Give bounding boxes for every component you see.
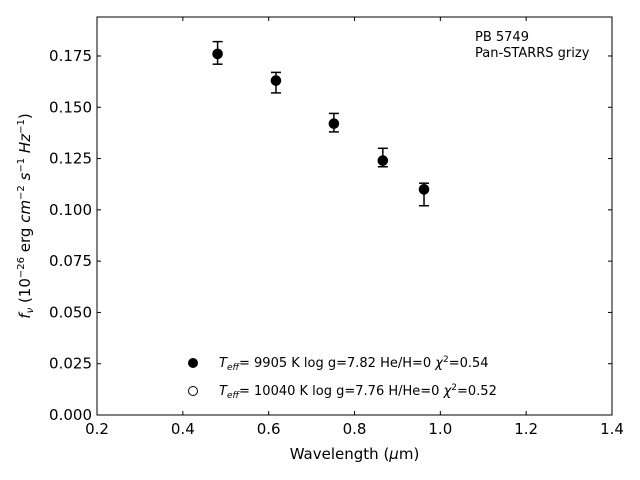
error-bars	[212, 40, 430, 207]
y-tick-label: 0.125	[49, 150, 92, 168]
legend: Teff= 9905 K log g=7.82 He/H=0 χ2=0.54 T…	[188, 355, 497, 401]
x-tick-label: 0.8	[343, 420, 367, 438]
y-tick-label: 0.050	[49, 303, 92, 321]
x-tick-label: 0.4	[171, 420, 195, 438]
x-tick-label: 1.0	[428, 420, 452, 438]
annotation-object: PB 5749	[475, 30, 529, 45]
y-tick-label: 0.075	[49, 252, 92, 270]
data-points	[212, 48, 430, 195]
y-tick-label: 0.150	[49, 98, 92, 116]
y-axis-label: fν (10−26 erg cm−2 s−1 Hz−1)	[16, 113, 36, 318]
x-tick-label: 1.4	[600, 420, 624, 438]
legend-label-series-2: Teff= 10040 K log g=7.76 H/He=0 χ2=0.52	[219, 383, 497, 401]
data-point	[328, 118, 340, 129]
data-point	[418, 184, 430, 195]
annotation-survey: Pan-STARRS grizy	[475, 46, 590, 61]
legend-label-series-1: Teff= 9905 K log g=7.82 He/H=0 χ2=0.54	[219, 355, 489, 373]
y-tick-label: 0.100	[49, 201, 92, 219]
y-tick-label: 0.000	[49, 406, 92, 424]
y-tick-label: 0.175	[49, 47, 92, 65]
x-axis-label: Wavelength (μm)	[290, 445, 420, 463]
legend-marker-filled	[188, 358, 198, 368]
x-tick-label: 0.2	[85, 420, 109, 438]
x-tick-label: 0.6	[257, 420, 281, 438]
y-tick-label: 0.025	[49, 355, 92, 373]
legend-marker-open	[188, 386, 198, 396]
data-point	[212, 48, 223, 60]
x-tick-label: 1.2	[514, 420, 538, 438]
axis-ticks: 0.2 0.4 0.6 0.8 1.0 1.2 1.4 0.000 0.025 0.050 0.07…	[49, 17, 624, 438]
data-point	[377, 155, 389, 166]
data-point	[270, 75, 282, 86]
